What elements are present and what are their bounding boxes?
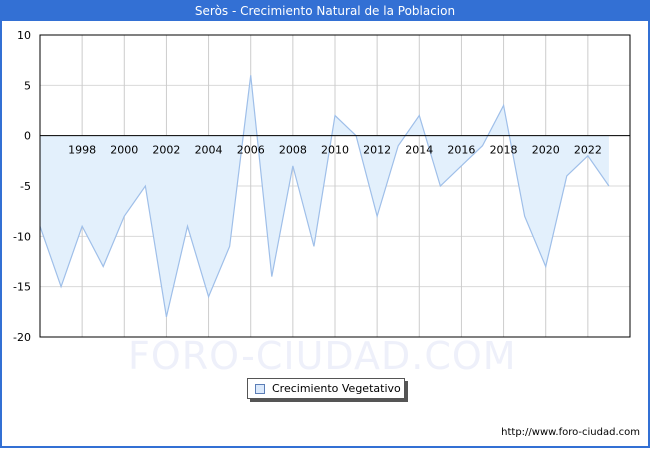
data-line [39, 75, 610, 318]
x-tick-label: 2020 [532, 144, 560, 157]
y-tick-label: 5 [24, 79, 31, 92]
x-tick-label: 2016 [447, 144, 475, 157]
y-tick-label: -15 [13, 281, 31, 294]
y-tick-label: -10 [13, 230, 31, 243]
chart-title: Seròs - Crecimiento Natural de la Poblac… [0, 0, 650, 21]
x-tick-label: 2000 [110, 144, 138, 157]
y-tick-label: 10 [17, 29, 31, 42]
x-tick-label: 1998 [68, 144, 96, 157]
x-tick-label: 2008 [279, 144, 307, 157]
legend-swatch-icon [255, 384, 265, 394]
legend-label: Crecimiento Vegetativo [272, 382, 401, 395]
source-url: http://www.foro-ciudad.com [501, 427, 640, 438]
x-tick-label: 2002 [152, 144, 180, 157]
watermark: FORO-CIUDAD.COM [128, 334, 517, 378]
x-tick-label: 2014 [405, 144, 433, 157]
x-tick-label: 2006 [237, 144, 265, 157]
area-fill [40, 75, 609, 317]
x-tick-label: 2018 [490, 144, 518, 157]
x-tick-label: 2022 [574, 144, 602, 157]
y-tick-label: 0 [24, 130, 31, 143]
y-tick-label: -5 [20, 180, 31, 193]
x-tick-label: 2012 [363, 144, 391, 157]
x-tick-label: 2004 [195, 144, 223, 157]
x-tick-label: 2010 [321, 144, 349, 157]
plot-border [39, 34, 631, 338]
y-tick-label: -20 [13, 331, 31, 344]
legend: Crecimiento Vegetativo [247, 378, 405, 399]
